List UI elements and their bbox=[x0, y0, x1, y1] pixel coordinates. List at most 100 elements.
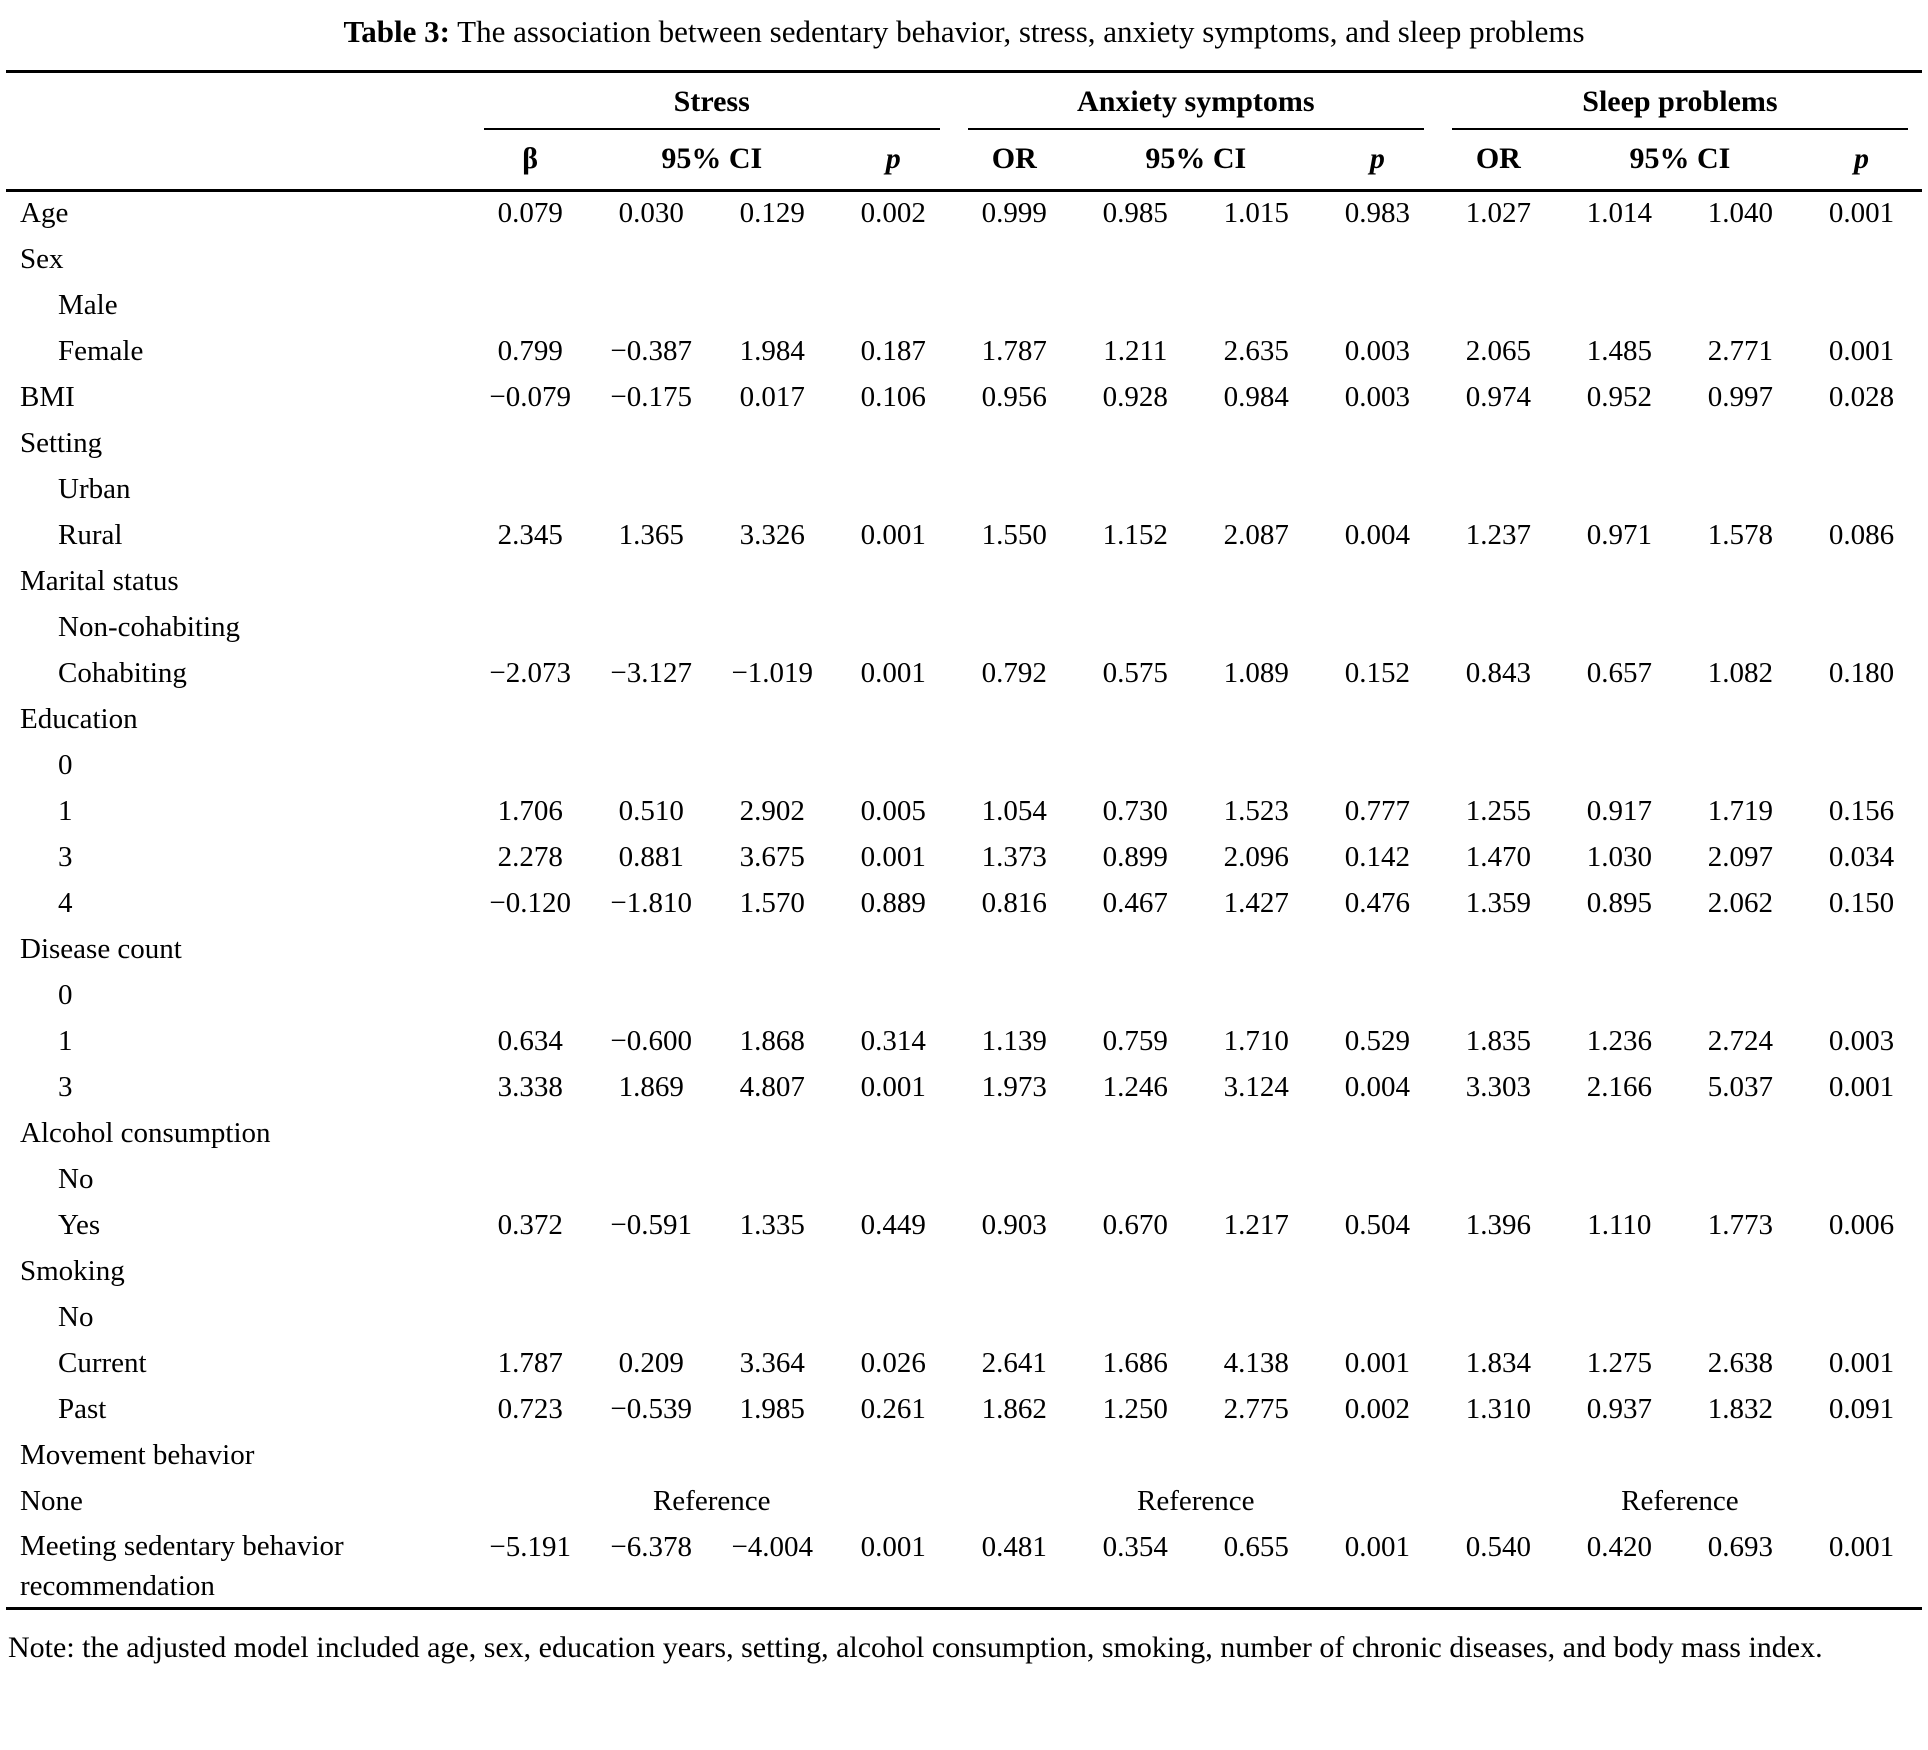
value-cell bbox=[1559, 606, 1680, 652]
value-cell: 3.338 bbox=[497, 1071, 563, 1103]
value-cell bbox=[1801, 1112, 1922, 1158]
value-cell: 1.110 bbox=[1587, 1209, 1652, 1241]
table-row: 1 1.706 0.510 2.902 0.005 1.054 0.730 1.523 0.77… bbox=[6, 790, 1922, 836]
value-cell bbox=[1559, 238, 1680, 284]
value-cell: 0.156 bbox=[1828, 795, 1895, 827]
value-cell bbox=[1075, 1434, 1196, 1480]
table-title-label: Table 3: bbox=[343, 14, 450, 49]
value-cell: 2.641 bbox=[981, 1347, 1047, 1379]
table-row: Movement behavior bbox=[6, 1434, 1922, 1480]
value-cell bbox=[712, 974, 833, 1020]
value-cell: 1.152 bbox=[1102, 519, 1168, 551]
value-cell bbox=[1680, 974, 1801, 1020]
table-row: Disease count bbox=[6, 928, 1922, 974]
value-cell bbox=[591, 238, 712, 284]
value-cell bbox=[1196, 238, 1317, 284]
value-cell bbox=[1196, 284, 1317, 330]
value-cell bbox=[833, 560, 954, 606]
value-cell bbox=[1438, 284, 1559, 330]
col-header-or-sleep: OR bbox=[1437, 130, 1559, 192]
value-cell: 0.030 bbox=[618, 197, 684, 229]
value-cell: 2.278 bbox=[497, 841, 563, 873]
value-cell bbox=[470, 1296, 591, 1342]
value-cell: 0.001 bbox=[1800, 1526, 1922, 1610]
value-cell: 1.250 bbox=[1102, 1393, 1168, 1425]
value-cell: −4.004 bbox=[711, 1526, 833, 1610]
value-cell bbox=[954, 1112, 1075, 1158]
value-cell bbox=[591, 698, 712, 744]
value-cell bbox=[1438, 560, 1559, 606]
table-row: 3 3.338 1.869 4.807 0.001 1.973 1.246 3.124 0.00… bbox=[6, 1066, 1922, 1112]
row-label: Female bbox=[58, 335, 144, 367]
value-cell: 0.899 bbox=[1102, 841, 1168, 873]
table-row: No bbox=[6, 1296, 1922, 1342]
value-cell: −0.600 bbox=[610, 1025, 693, 1057]
value-cell: 1.139 bbox=[981, 1025, 1047, 1057]
value-cell: 0.187 bbox=[860, 335, 926, 367]
association-table: Stress Anxiety symptoms Sleep problems β… bbox=[6, 70, 1922, 1610]
value-cell bbox=[1801, 1434, 1922, 1480]
value-cell bbox=[1559, 1250, 1680, 1296]
value-cell: 2.775 bbox=[1223, 1393, 1289, 1425]
value-cell bbox=[1680, 1250, 1801, 1296]
value-cell: 0.034 bbox=[1828, 841, 1895, 873]
value-cell bbox=[1196, 1112, 1317, 1158]
col-header-beta: β bbox=[469, 130, 591, 192]
value-cell bbox=[1317, 974, 1438, 1020]
value-cell bbox=[1438, 238, 1559, 284]
empty-corner-cell bbox=[6, 70, 470, 130]
value-cell bbox=[954, 974, 1075, 1020]
value-cell bbox=[1680, 1434, 1801, 1480]
value-cell bbox=[1680, 1296, 1801, 1342]
group-header-row: Stress Anxiety symptoms Sleep problems bbox=[6, 70, 1922, 130]
row-label: Meeting sedentary behavior recommendatio… bbox=[6, 1526, 470, 1610]
value-cell: 0.670 bbox=[1102, 1209, 1168, 1241]
value-cell: 0.881 bbox=[618, 841, 684, 873]
row-label: Urban bbox=[58, 473, 131, 505]
value-cell bbox=[470, 606, 591, 652]
reference-cell-sleep: Reference bbox=[1621, 1485, 1739, 1517]
value-cell: 1.835 bbox=[1465, 1025, 1531, 1057]
value-cell: −3.127 bbox=[610, 657, 693, 689]
value-cell: 0.971 bbox=[1586, 519, 1652, 551]
table-row: Cohabiting −2.073 −3.127 −1.019 0.001 0.792 0.… bbox=[6, 652, 1922, 698]
value-cell bbox=[1317, 1112, 1438, 1158]
value-cell: 1.030 bbox=[1586, 841, 1652, 873]
value-cell: 1.040 bbox=[1707, 197, 1773, 229]
value-cell: 4.807 bbox=[739, 1071, 805, 1103]
value-cell bbox=[1559, 744, 1680, 790]
value-cell: 0.956 bbox=[981, 381, 1047, 413]
value-cell bbox=[1438, 928, 1559, 974]
value-cell bbox=[1559, 698, 1680, 744]
col-header-ci-sleep: 95% CI bbox=[1558, 130, 1801, 192]
value-cell bbox=[1801, 238, 1922, 284]
value-cell: 1.237 bbox=[1465, 519, 1531, 551]
value-cell: 1.868 bbox=[739, 1025, 805, 1057]
row-label: Rural bbox=[58, 519, 123, 551]
value-cell bbox=[833, 238, 954, 284]
value-cell bbox=[1317, 1158, 1438, 1204]
value-cell: 0.142 bbox=[1344, 841, 1410, 873]
value-cell: 1.523 bbox=[1223, 795, 1289, 827]
row-label: Yes bbox=[58, 1209, 101, 1241]
value-cell: 0.150 bbox=[1828, 887, 1895, 919]
table-row: Non-cohabiting bbox=[6, 606, 1922, 652]
value-cell bbox=[470, 928, 591, 974]
value-cell bbox=[1075, 928, 1196, 974]
row-label: No bbox=[58, 1163, 94, 1195]
value-cell: 1.246 bbox=[1102, 1071, 1168, 1103]
value-cell bbox=[1559, 422, 1680, 468]
value-cell bbox=[591, 606, 712, 652]
value-cell: 0.476 bbox=[1344, 887, 1410, 919]
value-cell: 1.686 bbox=[1102, 1347, 1168, 1379]
value-cell bbox=[591, 284, 712, 330]
value-cell bbox=[833, 1158, 954, 1204]
table-row: Setting bbox=[6, 422, 1922, 468]
value-cell: 0.004 bbox=[1344, 1071, 1410, 1103]
value-cell bbox=[1680, 422, 1801, 468]
value-cell: 3.303 bbox=[1465, 1071, 1531, 1103]
value-cell bbox=[1680, 1158, 1801, 1204]
table-row: Current 1.787 0.209 3.364 0.026 2.641 1.686 4.1… bbox=[6, 1342, 1922, 1388]
value-cell bbox=[833, 468, 954, 514]
value-cell: 1.773 bbox=[1707, 1209, 1773, 1241]
